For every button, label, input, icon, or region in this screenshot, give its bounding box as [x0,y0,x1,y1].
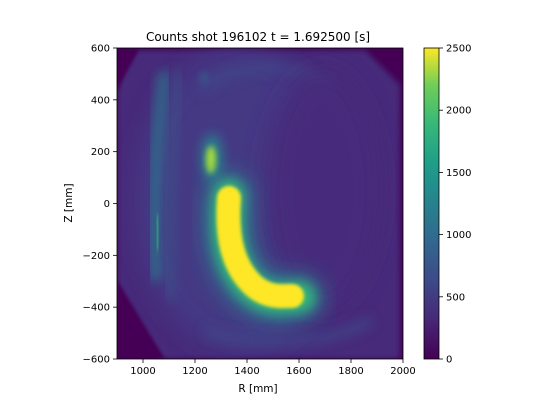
y-axis-label: Z [mm] [63,183,75,222]
colorbar [423,47,440,360]
y-axis: 600 400 200 0 −200 −400 −600 [83,44,117,366]
colorbar-tick-label: 1000 [446,230,471,241]
y-tick-label: −400 [83,303,110,314]
y-tick-label: 200 [91,147,110,158]
heatmap-image [117,48,403,359]
colorbar-tick-label: 1500 [446,168,471,179]
colorbar-tick-label: 0 [446,355,452,366]
y-tick-label: 400 [91,95,110,106]
main-emission-band [216,186,304,309]
colorbar-tick-label: 500 [446,292,465,303]
x-tick-label: 1200 [182,366,207,377]
y-tick-label: 600 [91,44,110,55]
left-emission-strip [150,71,169,281]
y-tick-label: −600 [83,355,110,366]
x-axis-label: R [mm] [238,383,277,395]
x-tick-label: 1800 [338,366,363,377]
colorbar-tick-label: 2500 [446,44,471,55]
colorbar-axis: 2500 2000 1500 1000 500 0 [439,44,471,366]
x-tick-label: 1000 [130,366,155,377]
colorbar-tick-label: 2000 [446,106,471,117]
y-tick-label: 0 [104,199,110,210]
chart-title: Counts shot 196102 t = 1.692500 [s] [146,30,370,44]
x-tick-label: 2000 [390,366,415,377]
x-tick-label: 1400 [234,366,259,377]
x-tick-label: 1600 [286,366,311,377]
x-axis: 1000 1200 1400 1600 1800 2000 [130,359,416,377]
y-tick-label: −200 [83,251,110,262]
inner-dark-core [264,70,380,310]
